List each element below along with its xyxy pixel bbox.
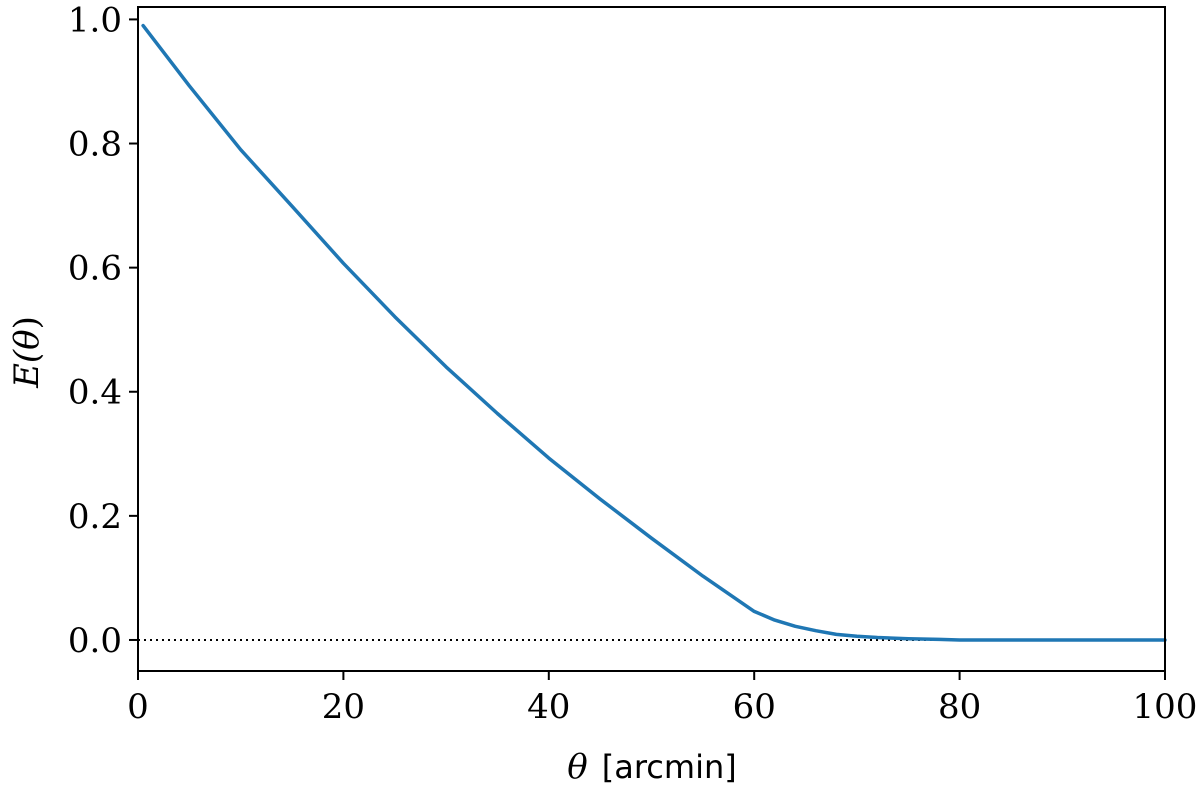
series-line-0	[141, 23, 1167, 642]
x-axis-symbol: θ	[567, 747, 587, 787]
x-tick-label: 100	[1133, 687, 1198, 727]
plot-frame	[137, 6, 1166, 672]
x-tick-label: 60	[733, 687, 776, 727]
x-axis-label: θ [arcmin]	[567, 747, 736, 787]
y-tick-label: 0.8	[68, 125, 122, 165]
x-tick-label: 80	[938, 687, 981, 727]
x-tick-label: 0	[127, 687, 149, 727]
plot-area	[138, 23, 1167, 642]
y-axis-prefix: E(	[7, 349, 47, 389]
x-tick-label: 20	[322, 687, 365, 727]
y-tick-label: 0.0	[68, 621, 122, 661]
x-axis-unit: [arcmin]	[602, 748, 737, 786]
y-tick-label: 0.2	[68, 497, 122, 537]
y-tick-label: 0.6	[68, 249, 122, 289]
y-tick-label: 0.4	[68, 373, 122, 413]
y-axis-suffix: )	[7, 316, 47, 329]
y-axis-ticks: 0.0 0.2 0.4 0.6 0.8 1.0	[68, 0, 138, 661]
y-axis-label: E(θ)	[7, 316, 47, 389]
y-tick-label: 1.0	[68, 0, 122, 40]
x-axis-ticks: 0 20 40 60 80 100	[127, 671, 1197, 727]
x-tick-label: 40	[527, 687, 570, 727]
y-axis-symbol: θ	[7, 329, 47, 349]
